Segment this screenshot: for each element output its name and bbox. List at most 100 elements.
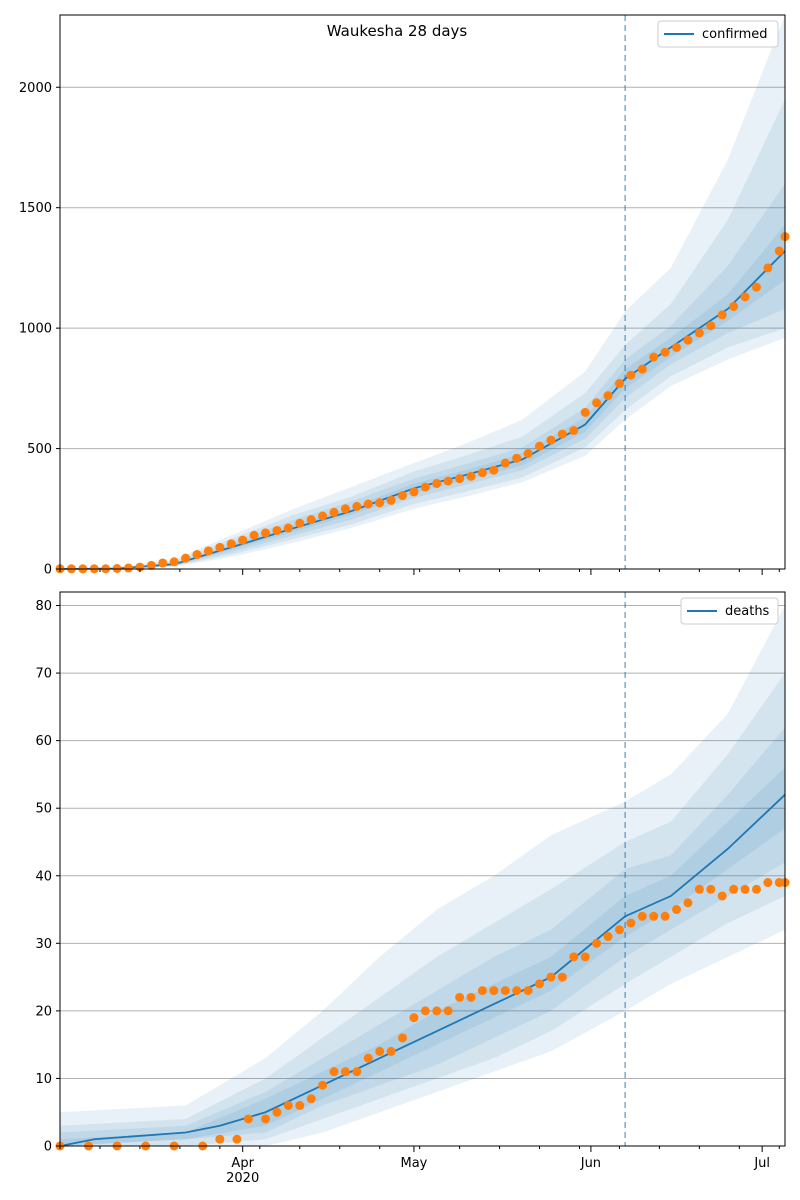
chart-title: Waukesha 28 days <box>327 22 468 40</box>
deaths-observed-point <box>443 1006 453 1016</box>
confirmed-observed-point <box>455 474 465 484</box>
confirmed-y-tick-label: 2000 <box>19 81 52 96</box>
confirmed-observed-point <box>283 523 293 533</box>
confirmed-observed-point <box>146 560 156 570</box>
confirmed-uncertainty-bands <box>60 15 785 569</box>
confirmed-observed-point <box>683 335 693 345</box>
confirmed-y-tick-label: 1000 <box>19 322 52 337</box>
x-tick-label: Apr <box>231 1156 254 1171</box>
confirmed-observed-point <box>261 528 271 538</box>
deaths-y-tick-label: 30 <box>35 937 52 952</box>
deaths-observed-point <box>751 884 761 894</box>
deaths-observed-point <box>306 1094 316 1104</box>
confirmed-observed-point <box>774 246 784 256</box>
confirmed-observed-point <box>660 347 670 357</box>
confirmed-observed-point <box>706 321 716 331</box>
confirmed-observed-point <box>363 499 373 509</box>
deaths-y-tick-label: 10 <box>35 1072 52 1087</box>
confirmed-observed-point <box>306 515 316 525</box>
confirmed-observed-point <box>649 352 659 362</box>
confirmed-observed-point <box>626 370 636 380</box>
deaths-observed-point <box>261 1114 271 1124</box>
confirmed-legend-box <box>657 20 779 48</box>
deaths-observed-point <box>523 986 533 996</box>
deaths-observed-point <box>535 979 545 989</box>
confirmed-observed-point <box>603 391 613 401</box>
confirmed-observed-point <box>318 511 328 521</box>
deaths-observed-point <box>546 972 556 982</box>
deaths-band <box>60 605 785 1146</box>
deaths-observed-point <box>352 1067 362 1077</box>
confirmed-observed-point <box>398 491 408 501</box>
x-tick-label: May <box>400 1156 427 1171</box>
deaths-observed-point <box>363 1053 373 1063</box>
confirmed-gridlines <box>60 86 785 450</box>
deaths-observed-point <box>477 986 487 996</box>
confirmed-observed-point <box>580 407 590 417</box>
deaths-observed-point <box>649 911 659 921</box>
confirmed-observed-point <box>124 563 134 573</box>
confirmed-observed-point <box>546 435 556 445</box>
deaths-observed-point <box>295 1100 305 1110</box>
deaths-observed-point <box>340 1067 350 1077</box>
deaths-observed-point <box>740 884 750 894</box>
deaths-axes-frame <box>59 591 786 1147</box>
deaths-observed-point <box>603 932 613 942</box>
confirmed-observed-points <box>55 232 790 574</box>
confirmed-observed-point <box>375 498 385 508</box>
confirmed-legend-label: confirmed <box>702 27 768 42</box>
deaths-observed-point <box>614 925 624 935</box>
confirmed-observed-point <box>740 292 750 302</box>
confirmed-observed-point <box>249 530 259 540</box>
deaths-model-line <box>59 794 786 1147</box>
confirmed-observed-point <box>500 458 510 468</box>
confirmed-observed-point <box>352 501 362 511</box>
deaths-observed-point <box>329 1067 339 1077</box>
confirmed-observed-point <box>763 263 773 273</box>
deaths-observed-point <box>500 986 510 996</box>
deaths-observed-point <box>717 891 727 901</box>
confirmed-observed-point <box>295 518 305 528</box>
confirmed-observed-point <box>614 379 624 389</box>
deaths-observed-point <box>626 918 636 928</box>
confirmed-observed-point <box>672 342 682 352</box>
confirmed-observed-point <box>569 426 579 435</box>
confirmed-observed-point <box>272 525 282 535</box>
x-tick-label: Jun <box>580 1156 601 1171</box>
deaths-observed-point <box>283 1100 293 1110</box>
deaths-observed-point <box>215 1134 225 1144</box>
deaths-observed-point <box>683 898 693 908</box>
confirmed-observed-point <box>203 546 213 556</box>
confirmed-band <box>60 15 785 569</box>
deaths-observed-point <box>375 1046 385 1056</box>
deaths-observed-point <box>672 905 682 915</box>
confirmed-observed-point <box>592 398 602 408</box>
deaths-y-tick-label: 80 <box>35 599 52 614</box>
confirmed-observed-point <box>535 441 545 451</box>
confirmed-observed-point <box>329 507 339 517</box>
deaths-y-tick-label: 0 <box>44 1140 52 1155</box>
deaths-legend-box <box>680 597 779 625</box>
confirmed-observed-point <box>729 301 739 311</box>
confirmed-observed-point <box>420 482 430 492</box>
deaths-observed-point <box>763 878 773 888</box>
x-tick-year-label: 2020 <box>226 1171 259 1186</box>
confirmed-observed-point <box>432 478 442 488</box>
confirmed-observed-point <box>489 465 499 475</box>
deaths-legend-label: deaths <box>725 604 770 619</box>
deaths-y-tick-label: 60 <box>35 734 52 749</box>
deaths-y-axis: 0 10 20 30 40 50 60 70 80 <box>35 599 60 1155</box>
confirmed-x-axis <box>59 569 780 575</box>
deaths-y-tick-label: 50 <box>35 802 52 817</box>
confirmed-observed-point <box>158 558 168 568</box>
deaths-observed-point <box>637 911 647 921</box>
confirmed-observed-point <box>169 557 179 567</box>
confirmed-band <box>60 99 785 569</box>
confirmed-observed-point <box>192 550 202 560</box>
deaths-observed-point <box>557 972 567 982</box>
confirmed-y-axis: 0 500 1000 1500 2000 <box>19 81 60 578</box>
deaths-observed-point <box>409 1013 419 1023</box>
